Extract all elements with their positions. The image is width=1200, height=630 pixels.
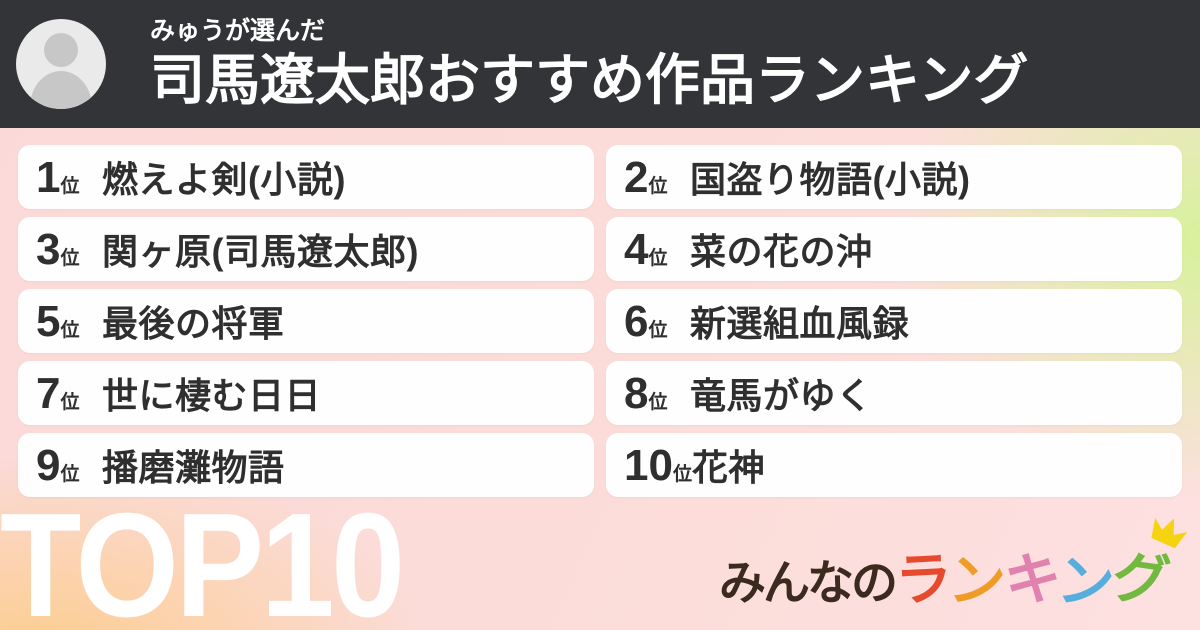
rank-number: 7位	[36, 369, 80, 418]
ranking-item-2[interactable]: 2位 国盗り物語(小説)	[606, 145, 1182, 209]
ranking-item-4[interactable]: 4位 菜の花の沖	[606, 217, 1182, 281]
ranking-item-title: 最後の将軍	[102, 303, 285, 344]
logo-prefix: みんなの	[719, 556, 898, 609]
ranking-item-8[interactable]: 8位 竜馬がゆく	[606, 361, 1182, 425]
header-text: みゅうが選んだ 司馬遼太郎おすすめ作品ランキング	[150, 16, 1028, 113]
ranking-item-9[interactable]: 9位 播磨灘物語	[18, 433, 594, 497]
rank-number: 8位	[624, 369, 668, 418]
ranking-item-title: 世に棲む日日	[102, 375, 322, 416]
rank-suffix: 位	[648, 176, 668, 197]
ranking-item-5[interactable]: 5位 最後の将軍	[18, 289, 594, 353]
logo-char: グ	[1108, 517, 1188, 619]
top10-label: TOP10	[0, 483, 405, 630]
rank-suffix: 位	[648, 248, 668, 269]
ranking-item-title: 竜馬がゆく	[690, 375, 873, 416]
header-subtitle: みゅうが選んだ	[150, 16, 326, 45]
rank-suffix: 位	[672, 464, 692, 485]
rank-number: 5位	[36, 297, 80, 346]
rank-suffix: 位	[648, 392, 668, 413]
ranking-item-title: 花神	[691, 447, 765, 488]
rank-suffix: 位	[60, 320, 80, 341]
rank-suffix: 位	[60, 176, 80, 197]
rank-suffix: 位	[648, 320, 668, 341]
minna-no-ranking-logo[interactable]: みんなの ラ ン キ ン グ	[719, 517, 1188, 617]
ranking-list: 1位 燃えよ剣(小説) 2位 国盗り物語(小説) 3位 関ヶ原(司馬遼太郎) 4位 菜の…	[18, 145, 1182, 497]
rank-suffix: 位	[60, 248, 80, 269]
rank-number: 3位	[36, 225, 80, 274]
rank-number: 6位	[624, 297, 668, 346]
avatar	[16, 19, 106, 109]
crown-icon	[1151, 517, 1188, 549]
page-title: 司馬遼太郎おすすめ作品ランキング	[150, 49, 1029, 112]
rank-number: 2位	[624, 153, 668, 202]
logo-char: ラ	[893, 546, 954, 614]
rank-number: 10位	[624, 441, 692, 490]
ranking-item-title: 播磨灘物語	[102, 447, 285, 488]
ranking-item-title: 燃えよ剣(小説)	[102, 159, 346, 200]
rank-number: 4位	[624, 225, 668, 274]
ranking-item-title: 国盗り物語(小説)	[690, 159, 971, 200]
header: みゅうが選んだ 司馬遼太郎おすすめ作品ランキング	[0, 0, 1200, 128]
rank-suffix: 位	[60, 464, 80, 485]
ranking-item-1[interactable]: 1位 燃えよ剣(小説)	[18, 145, 594, 209]
ranking-item-7[interactable]: 7位 世に棲む日日	[18, 361, 594, 425]
rank-number: 9位	[36, 441, 80, 490]
logo-char: ン	[946, 548, 1008, 616]
ranking-item-title: 関ヶ原(司馬遼太郎)	[102, 231, 419, 272]
ranking-item-3[interactable]: 3位 関ヶ原(司馬遼太郎)	[18, 217, 594, 281]
ranking-item-6[interactable]: 6位 新選組血風録	[606, 289, 1182, 353]
rank-suffix: 位	[60, 392, 80, 413]
ranking-item-title: 菜の花の沖	[690, 231, 873, 272]
rank-number: 1位	[36, 153, 80, 202]
ranking-item-title: 新選組血風録	[690, 303, 910, 344]
person-icon-body	[30, 71, 92, 109]
ranking-item-10[interactable]: 10位花神	[606, 433, 1182, 497]
person-icon	[44, 33, 78, 67]
